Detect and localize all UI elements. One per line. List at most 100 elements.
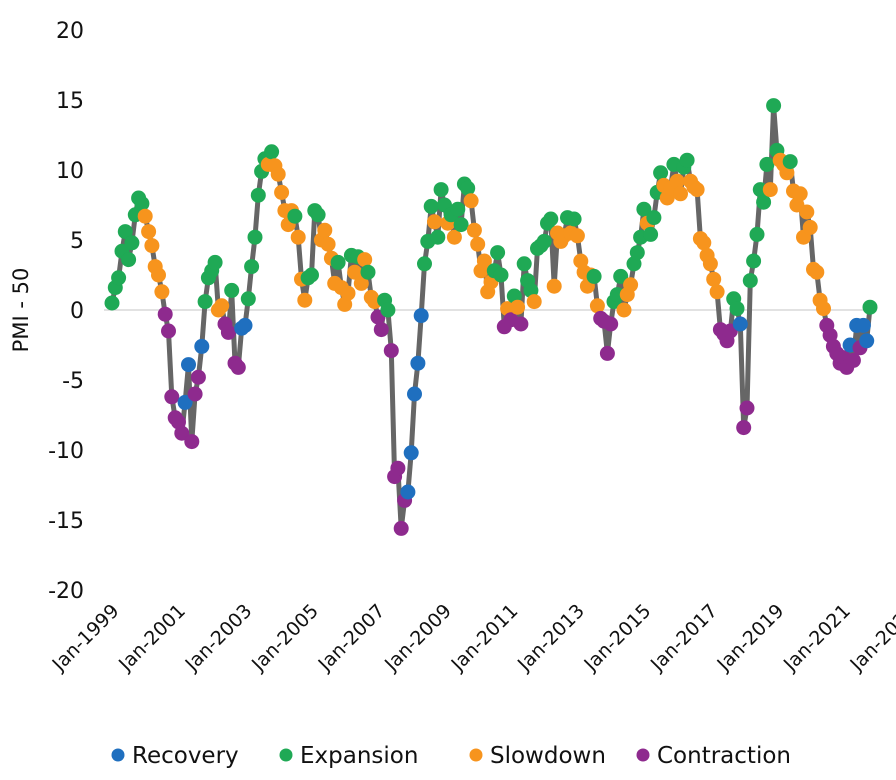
x-tick-label: Jan-2015 xyxy=(579,600,655,676)
data-point-contraction xyxy=(230,359,246,375)
data-point-slowdown xyxy=(802,219,818,235)
data-point-recovery xyxy=(732,316,748,332)
data-point-expansion xyxy=(250,187,266,203)
data-point-expansion xyxy=(646,210,662,226)
data-point-slowdown xyxy=(154,284,170,300)
x-axis: Jan-1999Jan-2001Jan-2003Jan-2005Jan-2007… xyxy=(48,600,896,676)
data-point-expansion xyxy=(490,245,506,261)
data-point-expansion xyxy=(117,224,133,240)
data-point-expansion xyxy=(586,268,602,284)
x-tick-label: Jan-2011 xyxy=(446,600,522,676)
data-point-slowdown xyxy=(446,229,462,245)
data-point-expansion xyxy=(417,256,432,272)
y-tick-label: 20 xyxy=(56,19,84,44)
data-point-expansion xyxy=(380,302,396,318)
data-point-slowdown xyxy=(290,229,306,245)
y-tick-label: -20 xyxy=(48,579,84,604)
legend-label-slowdown: Slowdown xyxy=(490,743,606,769)
data-point-contraction xyxy=(393,520,409,536)
data-point-recovery xyxy=(400,484,416,500)
data-point-contraction xyxy=(736,420,752,436)
data-point-slowdown xyxy=(689,182,705,198)
data-point-expansion xyxy=(450,201,466,217)
data-point-slowdown xyxy=(463,193,479,209)
data-point-slowdown xyxy=(137,208,153,224)
x-tick-label: Jan-2013 xyxy=(513,600,589,676)
data-point-slowdown xyxy=(706,271,722,287)
legend-label-recovery: Recovery xyxy=(132,743,239,769)
data-point-slowdown xyxy=(320,236,336,252)
data-point-slowdown xyxy=(510,299,526,315)
legend-marker-expansion xyxy=(279,748,293,762)
data-point-expansion xyxy=(782,154,798,170)
data-point-expansion xyxy=(566,211,582,227)
data-point-slowdown xyxy=(696,235,712,251)
x-tick-label: Jan-2007 xyxy=(313,600,389,676)
data-point-contraction xyxy=(161,323,176,339)
x-tick-label: Jan-2001 xyxy=(114,600,190,676)
data-point-expansion xyxy=(247,229,263,245)
data-point-expansion xyxy=(460,180,476,196)
data-point-contraction xyxy=(603,316,619,332)
x-tick-label: Jan-2005 xyxy=(247,600,323,676)
y-tick-label: 10 xyxy=(56,159,84,184)
data-point-expansion xyxy=(862,299,878,315)
data-point-recovery xyxy=(181,357,196,373)
data-point-recovery xyxy=(237,317,253,333)
data-point-contraction xyxy=(390,460,406,476)
data-point-expansion xyxy=(240,291,256,307)
data-point-slowdown xyxy=(809,264,825,280)
data-point-slowdown xyxy=(427,214,442,230)
data-point-expansion xyxy=(134,196,150,212)
y-axis-label: PMI - 50 xyxy=(9,268,33,353)
data-point-expansion xyxy=(643,226,659,242)
y-tick-label: 5 xyxy=(70,229,84,254)
legend-marker-contraction xyxy=(636,748,650,762)
data-point-slowdown xyxy=(673,186,688,202)
data-point-contraction xyxy=(164,389,180,405)
data-point-expansion xyxy=(516,256,532,272)
data-point-expansion xyxy=(197,294,213,310)
data-point-recovery xyxy=(403,445,419,461)
legend-label-contraction: Contraction xyxy=(657,743,791,769)
legend: Recovery Expansion Slowdown Contraction xyxy=(111,743,791,769)
data-point-expansion xyxy=(729,301,745,317)
data-point-expansion xyxy=(493,267,509,283)
data-point-recovery xyxy=(407,386,422,402)
data-point-expansion xyxy=(430,229,446,245)
y-tick-label: -5 xyxy=(62,369,84,394)
data-point-expansion xyxy=(653,165,669,181)
data-point-expansion xyxy=(304,267,319,283)
data-point-recovery xyxy=(413,308,429,324)
x-tick-label: Jan-2019 xyxy=(712,600,788,676)
data-point-recovery xyxy=(194,338,210,354)
x-tick-label: Jan-2009 xyxy=(380,600,456,676)
y-axis: 20 15 10 5 0 -5 -10 -15 -20 xyxy=(48,19,84,604)
data-point-slowdown xyxy=(569,228,585,244)
data-point-expansion xyxy=(244,259,260,275)
data-point-slowdown xyxy=(526,294,542,310)
data-point-slowdown xyxy=(270,166,286,182)
data-point-contraction xyxy=(845,352,861,368)
data-point-contraction xyxy=(383,343,399,359)
data-point-slowdown xyxy=(792,186,808,202)
y-tick-label: 0 xyxy=(70,299,84,324)
y-tick-label: -10 xyxy=(48,439,84,464)
data-point-expansion xyxy=(207,254,223,270)
data-point-slowdown xyxy=(353,275,369,291)
data-point-expansion xyxy=(453,217,469,233)
y-tick-label: 15 xyxy=(56,89,84,114)
data-point-expansion xyxy=(749,226,765,242)
data-point-expansion xyxy=(536,233,552,249)
data-point-contraction xyxy=(220,324,236,340)
data-point-slowdown xyxy=(144,238,160,254)
data-point-contraction xyxy=(187,386,203,402)
data-point-contraction xyxy=(174,425,190,441)
data-point-expansion xyxy=(310,207,326,223)
legend-label-expansion: Expansion xyxy=(300,743,418,769)
data-point-expansion xyxy=(746,253,762,269)
data-point-contraction xyxy=(373,322,389,338)
x-tick-label: Jan-2017 xyxy=(646,600,722,676)
data-point-expansion xyxy=(224,282,240,298)
data-point-expansion xyxy=(124,235,140,251)
